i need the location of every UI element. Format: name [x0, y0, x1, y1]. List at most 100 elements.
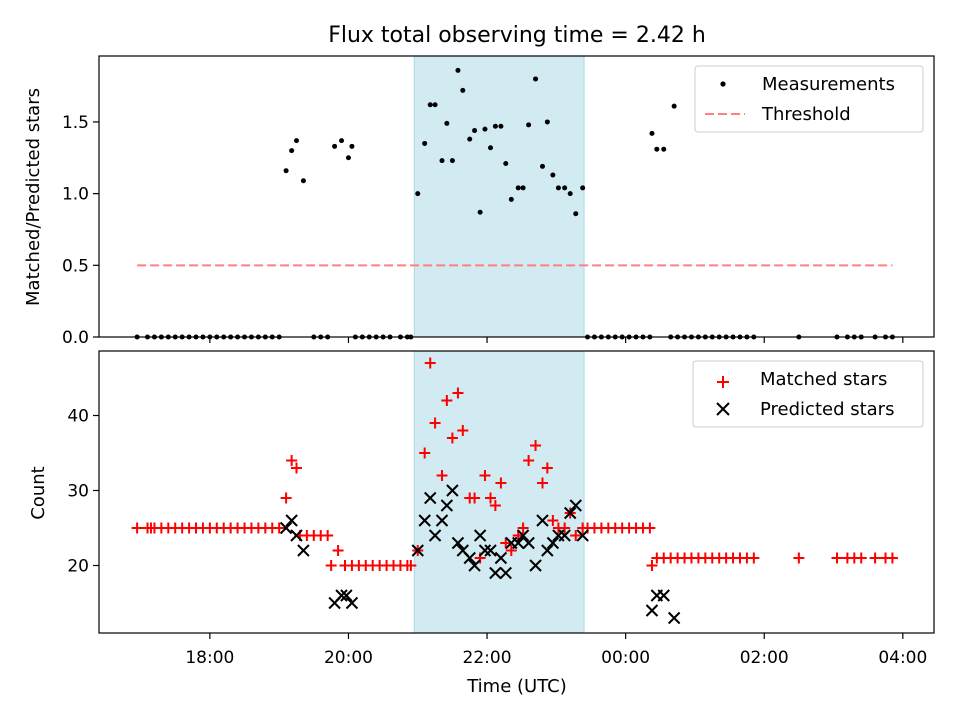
bottom-highlight-span — [413, 350, 585, 634]
bottom-points-layer — [131, 357, 898, 625]
top-x-ticks — [209, 337, 904, 343]
predicted-star-point — [345, 596, 359, 610]
top-y-tick-label: 1.0 — [62, 185, 89, 205]
matched-star-point — [286, 455, 298, 466]
predicted-star-point — [558, 529, 571, 542]
measurement-point — [415, 191, 421, 197]
matched-star-point — [424, 357, 436, 369]
matched-star-point — [332, 545, 344, 556]
legend-measurements-marker — [720, 81, 726, 87]
top-panel: 0.0 0.5 1.0 1.5 Matched/Predicted stars Mea… — [23, 55, 935, 348]
predicted-star-point — [285, 514, 298, 527]
predicted-star-point — [446, 484, 459, 497]
bottom-y-tick-label: 40 — [67, 407, 89, 427]
measurement-point — [508, 196, 514, 202]
measurement-point — [449, 158, 455, 164]
matched-star-point — [441, 395, 453, 406]
measurement-point — [555, 185, 561, 191]
measurement-point — [432, 102, 438, 108]
matched-star-point — [280, 492, 292, 504]
predicted-star-point — [484, 544, 497, 557]
predicted-star-point — [563, 506, 577, 520]
x-tick-label: 20:00 — [324, 648, 373, 668]
measurement-point — [332, 143, 338, 149]
predicted-star-point — [569, 499, 582, 512]
measurement-point — [460, 87, 466, 93]
measurement-point — [661, 146, 667, 152]
bottom-axes-frame — [98, 350, 935, 634]
predicted-star-point — [576, 529, 589, 542]
predicted-star-point — [667, 611, 681, 625]
predicted-star-point — [473, 529, 487, 542]
measurement-point — [467, 136, 473, 142]
top-y-tick-label: 1.5 — [62, 113, 89, 133]
legend-matched-marker — [717, 376, 729, 388]
predicted-star-point — [428, 529, 442, 542]
measurement-point — [550, 172, 556, 178]
predicted-star-point — [512, 536, 525, 550]
measurement-point — [520, 185, 526, 191]
predicted-star-point — [451, 536, 465, 550]
measurement-point — [477, 209, 483, 215]
measurement-point — [444, 120, 450, 126]
matched-star-point — [536, 477, 548, 489]
measurement-point — [562, 185, 568, 191]
measurement-point — [573, 211, 579, 217]
predicted-star-point — [297, 544, 310, 557]
figure-title: Flux total observing time = 2.42 h — [328, 23, 706, 48]
matched-star-point — [419, 447, 431, 459]
matched-star-point — [405, 560, 417, 571]
predicted-star-point — [418, 514, 431, 527]
matched-star-point — [570, 530, 582, 541]
matched-star-point — [886, 552, 898, 564]
predicted-star-point — [478, 544, 492, 557]
bottom-highlight-span-layer — [413, 350, 585, 634]
matched-star-point — [500, 537, 512, 549]
measurement-point — [567, 191, 573, 197]
matched-star-point — [547, 515, 559, 526]
measurement-point — [283, 168, 289, 174]
predicted-star-point — [645, 604, 659, 617]
measurement-point — [472, 128, 478, 134]
legend-predicted-label: Predicted stars — [760, 399, 894, 420]
measurement-point — [349, 143, 355, 149]
predicted-star-point — [411, 544, 424, 557]
legend-matched-label: Matched stars — [760, 369, 887, 390]
predicted-star-point — [468, 559, 481, 572]
predicted-star-point — [546, 536, 560, 550]
top-highlight-span — [413, 55, 585, 338]
matched-star-point — [325, 560, 337, 571]
legend-measurements-label: Measurements — [762, 74, 895, 95]
matched-star-point — [322, 530, 334, 541]
x-axis-label: Time (UTC) — [466, 676, 567, 697]
measurement-point — [439, 158, 445, 164]
bottom-panel: 20 30 40 18:00 20:00 22:00 00:00 02:00 04:00 Co… — [28, 350, 935, 697]
measurement-point — [533, 76, 539, 82]
measurement-point — [339, 138, 345, 144]
x-tick-label: 04:00 — [878, 648, 927, 668]
predicted-star-point — [435, 514, 449, 527]
measurement-point — [422, 140, 428, 146]
matched-star-point — [793, 552, 805, 564]
measurement-point — [289, 148, 295, 154]
top-y-ticks: 0.0 0.5 1.0 1.5 — [62, 113, 99, 348]
predicted-star-point — [290, 529, 303, 542]
measurement-point — [503, 161, 509, 167]
predicted-star-point — [536, 514, 549, 527]
top-y-tick-label: 0.0 — [62, 328, 89, 348]
matched-star-point — [495, 477, 507, 489]
bottom-x-ticks: 18:00 20:00 22:00 00:00 02:00 04:00 — [185, 633, 927, 668]
top-measurement-points — [134, 67, 895, 340]
predicted-star-point — [489, 566, 502, 580]
predicted-star-point — [340, 589, 353, 602]
top-axes-frame — [98, 55, 935, 338]
measurement-point — [488, 145, 494, 151]
predicted-star-point — [463, 551, 476, 565]
legend-predicted-marker — [716, 402, 730, 416]
predicted-star-point — [516, 529, 530, 542]
predicted-star-point — [657, 589, 670, 602]
matched-star-point — [429, 417, 441, 429]
matched-star-point — [446, 432, 458, 444]
bottom-y-tick-label: 30 — [67, 482, 89, 502]
